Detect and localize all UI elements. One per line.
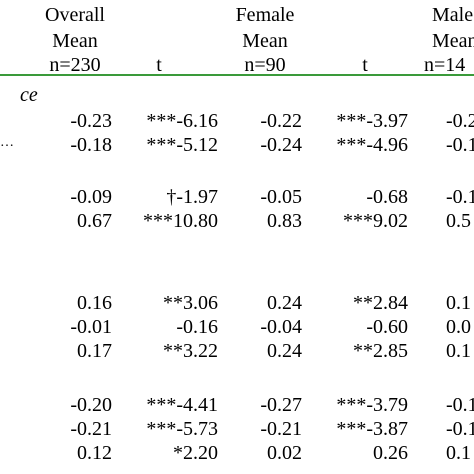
cell-overall-mean: 0.16 xyxy=(77,292,112,314)
cell-female-t: ***-4.96 xyxy=(336,134,408,156)
cell-male-mean: -0.1 xyxy=(446,394,474,416)
header-overall-line2: Mean xyxy=(52,30,98,52)
header-t2: t xyxy=(362,54,368,76)
cell-overall-t: ***10.80 xyxy=(143,210,218,232)
cell-male-mean: -0.2 xyxy=(446,110,474,132)
cell-overall-mean: 0.67 xyxy=(77,210,112,232)
cell-overall-t: ***-6.16 xyxy=(146,110,218,132)
cell-female-t: **2.84 xyxy=(353,292,408,314)
cell-overall-mean: 0.12 xyxy=(77,442,112,464)
cell-male-mean: 0.5 xyxy=(446,210,471,232)
cell-female-mean: 0.24 xyxy=(267,292,302,314)
cell-female-mean: -0.24 xyxy=(260,134,302,156)
cell-overall-mean: -0.23 xyxy=(70,110,112,132)
header-female-line2: Mean xyxy=(242,30,288,52)
header-male-line2: Mean xyxy=(432,30,474,52)
header-overall-line1: Overall xyxy=(45,4,105,26)
cell-male-mean: 0.1 xyxy=(446,292,471,314)
cell-overall-mean: -0.01 xyxy=(70,316,112,338)
header-male-n: n=14 xyxy=(424,54,466,76)
cell-female-t: ***9.02 xyxy=(343,210,408,232)
cell-female-mean: -0.04 xyxy=(260,316,302,338)
cell-overall-t: ***-5.12 xyxy=(146,134,218,156)
cell-male-mean: -0.1 xyxy=(446,186,474,208)
cell-female-t: **2.85 xyxy=(353,340,408,362)
cell-overall-t: †-1.97 xyxy=(166,186,218,208)
cell-male-mean: 0.0 xyxy=(446,316,471,338)
cell-female-t: ***-3.79 xyxy=(336,394,408,416)
header-male-line1: Male xyxy=(432,4,474,26)
cell-overall-mean: -0.20 xyxy=(70,394,112,416)
cell-overall-t: -0.16 xyxy=(176,316,218,338)
cell-female-mean: -0.21 xyxy=(260,418,302,440)
cell-female-t: 0.26 xyxy=(373,442,408,464)
cell-overall-mean: -0.21 xyxy=(70,418,112,440)
cell-female-mean: 0.02 xyxy=(267,442,302,464)
cell-female-mean: 0.83 xyxy=(267,210,302,232)
cell-female-mean: -0.22 xyxy=(260,110,302,132)
header-female-line1: Female xyxy=(235,4,295,26)
cell-female-t: ***-3.97 xyxy=(336,110,408,132)
cell-overall-t: **3.06 xyxy=(163,292,218,314)
header-t1: t xyxy=(156,54,162,76)
cell-overall-t: ***-5.73 xyxy=(146,418,218,440)
cell-overall-mean: 0.17 xyxy=(77,340,112,362)
header-rule xyxy=(0,74,474,76)
header-overall-n: n=230 xyxy=(49,54,101,76)
header-female-n: n=90 xyxy=(244,54,286,76)
cell-male-mean: -0.1 xyxy=(446,134,474,156)
cell-overall-t: **3.22 xyxy=(163,340,218,362)
cell-female-t: -0.68 xyxy=(366,186,408,208)
cell-female-mean: -0.05 xyxy=(260,186,302,208)
cell-overall-mean: -0.09 xyxy=(70,186,112,208)
cell-male-mean: 0.1 xyxy=(446,340,471,362)
section-label-2: … xyxy=(0,135,14,150)
cell-overall-t: ***-4.41 xyxy=(146,394,218,416)
cell-overall-t: *2.20 xyxy=(173,442,218,464)
section-label-1: ce xyxy=(20,84,38,106)
cell-female-mean: 0.24 xyxy=(267,340,302,362)
cell-female-t: ***-3.87 xyxy=(336,418,408,440)
cell-female-t: -0.60 xyxy=(366,316,408,338)
cell-female-mean: -0.27 xyxy=(260,394,302,416)
cell-male-mean: 0.1 xyxy=(446,442,471,464)
cell-overall-mean: -0.18 xyxy=(70,134,112,156)
cell-male-mean: -0.1 xyxy=(446,418,474,440)
